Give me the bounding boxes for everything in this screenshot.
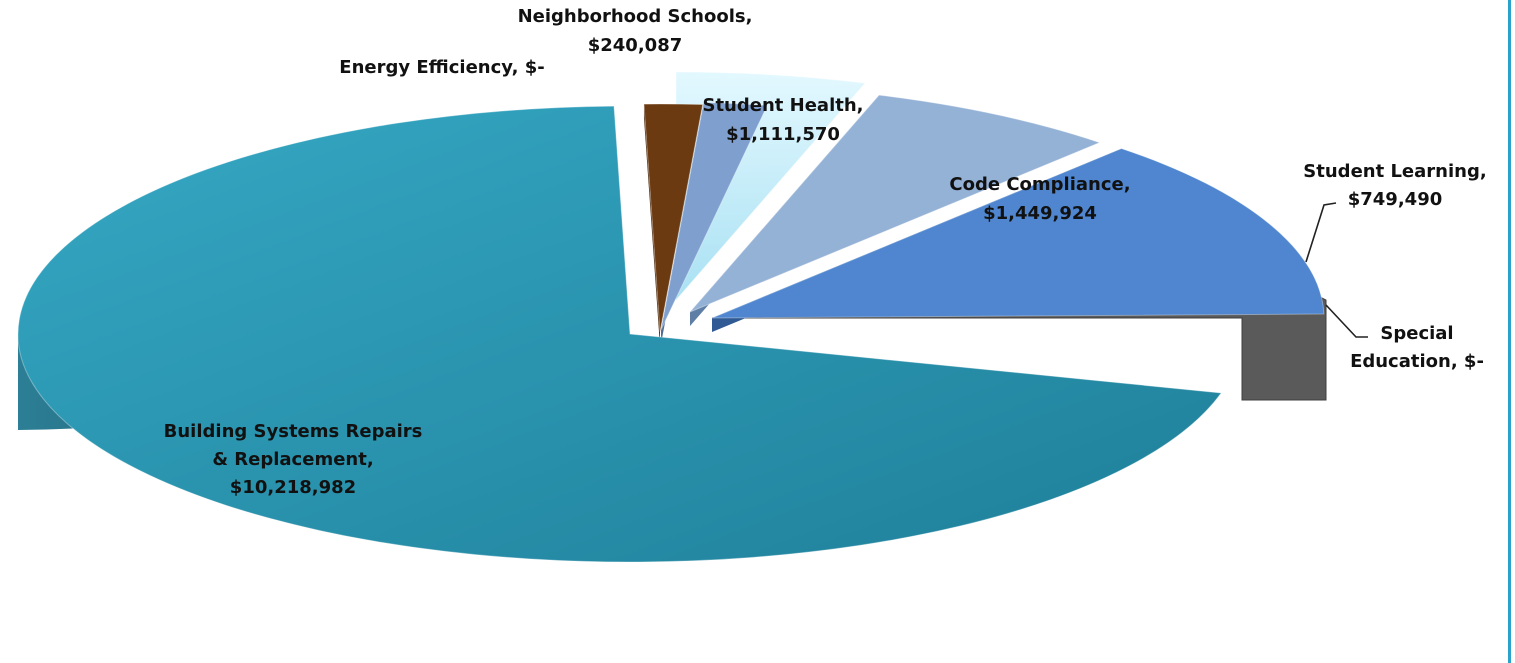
data-label: Building Systems Repairs bbox=[164, 421, 423, 442]
data-label: Student Health, bbox=[702, 95, 863, 116]
data-label: Student Learning, bbox=[1303, 161, 1486, 182]
data-label: Education, $- bbox=[1350, 351, 1484, 372]
frame-right-edge bbox=[1508, 0, 1511, 663]
data-label: $1,111,570 bbox=[726, 124, 840, 145]
data-label: $240,087 bbox=[588, 35, 683, 56]
pie-slice-neighborhood-schools bbox=[660, 102, 769, 331]
data-label: Energy Efficiency, $- bbox=[339, 57, 544, 78]
slice-edge bbox=[643, 104, 660, 347]
student-learning-leader-line bbox=[1305, 202, 1337, 263]
data-label: & Replacement, bbox=[212, 449, 373, 470]
data-label: Special bbox=[1380, 323, 1453, 344]
data-label: Neighborhood Schools, bbox=[518, 6, 753, 27]
data-label: $10,218,982 bbox=[230, 477, 356, 498]
pie-slice-building-systems-repairs-replacement bbox=[17, 105, 1223, 563]
data-label: Code Compliance, bbox=[949, 174, 1130, 195]
data-label: $1,449,924 bbox=[983, 203, 1097, 224]
special-education-leader-line bbox=[1325, 304, 1368, 338]
pie-slice-energy-efficiency bbox=[643, 103, 704, 333]
pie-slice-student-learning bbox=[711, 148, 1325, 319]
data-label: $749,490 bbox=[1348, 189, 1443, 210]
pie-slice-code-compliance bbox=[689, 94, 1101, 313]
